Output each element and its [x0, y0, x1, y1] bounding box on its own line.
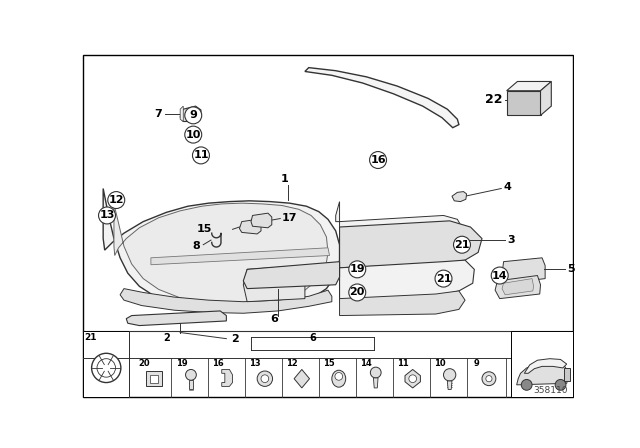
Circle shape [108, 192, 125, 208]
Text: 15: 15 [197, 224, 212, 234]
Text: 1: 1 [281, 174, 289, 184]
Circle shape [257, 371, 273, 386]
Circle shape [454, 236, 470, 253]
Circle shape [435, 270, 452, 287]
Text: 7: 7 [154, 109, 162, 119]
Text: 21: 21 [454, 240, 470, 250]
Polygon shape [340, 221, 482, 268]
Polygon shape [186, 108, 198, 120]
Polygon shape [502, 258, 545, 283]
Text: 9: 9 [474, 359, 479, 368]
Text: 9: 9 [189, 110, 197, 121]
Circle shape [185, 126, 202, 143]
Polygon shape [114, 203, 328, 304]
Polygon shape [180, 106, 183, 121]
Polygon shape [495, 276, 541, 299]
FancyBboxPatch shape [189, 380, 193, 389]
Text: 13: 13 [99, 211, 115, 220]
Polygon shape [564, 368, 570, 381]
Circle shape [482, 372, 496, 386]
Polygon shape [405, 370, 420, 388]
Text: 14: 14 [492, 271, 508, 280]
Circle shape [555, 379, 566, 390]
Polygon shape [305, 68, 459, 128]
Text: 2: 2 [231, 334, 239, 344]
FancyBboxPatch shape [83, 55, 573, 397]
Circle shape [444, 369, 456, 381]
Polygon shape [243, 262, 340, 289]
Text: 13: 13 [250, 359, 261, 368]
Text: 15: 15 [323, 359, 335, 368]
Circle shape [371, 367, 381, 378]
Text: 20: 20 [139, 359, 150, 368]
Polygon shape [452, 192, 467, 202]
Polygon shape [150, 375, 158, 383]
Polygon shape [126, 311, 227, 326]
Text: 12: 12 [109, 195, 124, 205]
Circle shape [97, 359, 115, 377]
Text: 21: 21 [436, 274, 451, 284]
Ellipse shape [332, 370, 346, 387]
Circle shape [186, 370, 196, 380]
Polygon shape [251, 213, 272, 228]
Text: 19: 19 [175, 359, 187, 368]
Polygon shape [147, 371, 162, 386]
Text: 4: 4 [504, 182, 511, 192]
Text: 3: 3 [508, 235, 515, 245]
Text: 20: 20 [349, 288, 365, 297]
Text: 6: 6 [309, 332, 316, 343]
Polygon shape [120, 289, 332, 313]
Text: 14: 14 [360, 359, 372, 368]
FancyBboxPatch shape [83, 331, 129, 397]
Polygon shape [516, 362, 568, 385]
Circle shape [486, 375, 492, 382]
Text: 12: 12 [287, 359, 298, 368]
Polygon shape [502, 279, 534, 295]
Circle shape [492, 267, 508, 284]
Polygon shape [103, 189, 340, 312]
FancyBboxPatch shape [511, 331, 573, 397]
Polygon shape [507, 82, 551, 90]
Text: 19: 19 [349, 264, 365, 274]
Text: 8: 8 [193, 241, 200, 251]
Polygon shape [524, 359, 566, 373]
Polygon shape [221, 370, 232, 386]
Circle shape [349, 284, 365, 301]
Text: 5: 5 [566, 264, 574, 274]
Polygon shape [336, 202, 460, 231]
Polygon shape [180, 106, 201, 121]
Polygon shape [340, 291, 465, 315]
Text: 11: 11 [193, 151, 209, 160]
Text: 6: 6 [270, 314, 278, 323]
Text: 16: 16 [370, 155, 386, 165]
Text: 11: 11 [397, 359, 409, 368]
Circle shape [261, 375, 269, 383]
Polygon shape [541, 82, 551, 116]
Polygon shape [294, 370, 310, 388]
Circle shape [92, 353, 121, 383]
Text: 10: 10 [186, 129, 201, 140]
Circle shape [349, 261, 365, 278]
Circle shape [335, 373, 342, 380]
Polygon shape [447, 381, 452, 389]
Text: 21: 21 [84, 332, 97, 341]
Circle shape [193, 147, 209, 164]
Text: 17: 17 [282, 213, 298, 223]
Circle shape [369, 151, 387, 168]
Circle shape [185, 107, 202, 124]
Polygon shape [340, 260, 474, 300]
Circle shape [521, 379, 532, 390]
Text: 2: 2 [163, 332, 170, 343]
Polygon shape [373, 378, 378, 388]
Text: 358110: 358110 [534, 386, 568, 395]
Text: 16: 16 [212, 359, 224, 368]
Polygon shape [243, 266, 305, 302]
Polygon shape [507, 90, 541, 116]
Polygon shape [239, 220, 261, 234]
Text: 22: 22 [484, 94, 502, 107]
Polygon shape [151, 248, 330, 265]
Circle shape [99, 207, 115, 224]
Circle shape [409, 375, 417, 383]
Text: 10: 10 [435, 359, 446, 368]
